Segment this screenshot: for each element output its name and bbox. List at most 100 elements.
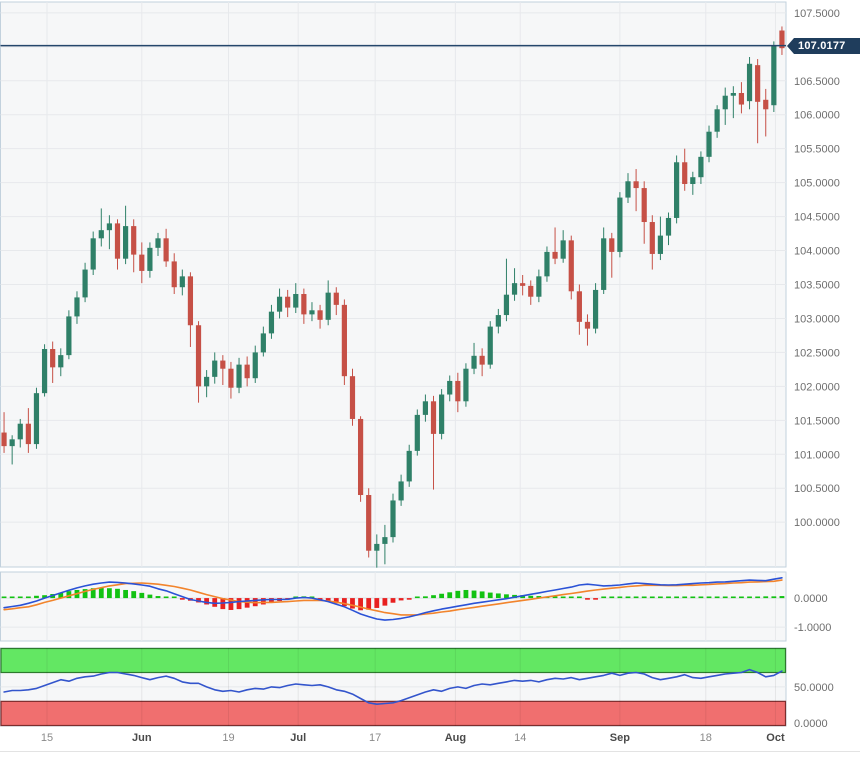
candle-body [730,92,736,96]
candle-body [657,235,664,254]
macd-histogram-bar [682,596,688,599]
time-axis-label: Aug [445,732,466,744]
rsi-panel[interactable] [0,647,787,727]
macd-histogram [1,587,785,611]
price-axis-label: 104.0000 [794,246,840,258]
candle-body [584,321,591,329]
price-axis-label: 107.5000 [794,8,840,20]
candle-body [139,254,145,271]
macd-histogram-bar [414,596,420,599]
macd-histogram-bar [423,596,428,599]
macd-histogram-bar [641,596,647,599]
macd-histogram-bar [771,596,777,599]
macd-histogram-bar [325,598,331,601]
macd-histogram-bar [698,596,704,599]
macd-histogram-bar [763,596,769,599]
macd-histogram-bar [739,596,744,599]
macd-histogram-bar [609,596,615,599]
macd-line [3,576,783,621]
candle-body [114,223,121,259]
macd-histogram-bar [204,598,210,605]
candle-body [698,156,704,178]
candle-body [633,181,639,189]
macd-histogram-bar [568,596,574,599]
candle-body [106,223,112,231]
candle-body [17,423,23,440]
candle-body [66,316,72,356]
candle-body [528,285,534,297]
macd-histogram-bar [163,596,169,599]
macd-histogram-bar [212,598,218,607]
macd-histogram-bar [309,596,315,599]
candle-body [25,423,31,445]
macd-histogram-bar [576,596,582,599]
time-axis-label: 18 [700,732,712,744]
macd-histogram-bar [58,592,64,599]
macd-histogram-bar [1,596,7,599]
macd-histogram-bar [406,598,412,600]
candle-body [536,276,542,297]
bottom-separator [0,751,860,752]
macd-axis-label: -1.0000 [794,622,831,634]
price-axis-label: 103.5000 [794,280,840,292]
macd-histogram-bar [536,596,542,599]
macd-histogram-bar [730,596,736,599]
rsi-axis-label: 50.0000 [794,682,834,694]
candle-body [487,326,493,365]
candle-body [333,292,339,305]
time-axis-label: Jul [290,732,306,744]
candle-body [706,131,712,157]
macd-histogram-bar [779,596,785,599]
macd-histogram-bar [593,598,598,600]
macd-histogram-bar [552,596,558,599]
candle-body [82,269,88,298]
macd-histogram-bar [123,589,128,599]
price-axis-label: 102.5000 [794,347,840,359]
candle-body [722,95,728,110]
macd-histogram-bar [455,590,461,599]
candle-body [414,414,420,451]
rsi-line [3,668,783,706]
candle-body [187,276,194,326]
candle-body [325,292,331,320]
macd-histogram-bar [706,596,712,599]
price-axis-label: 105.5000 [794,144,840,156]
macd-histogram-bar [82,589,88,599]
candle-body [131,226,137,255]
candle-body [171,261,177,288]
macd-panel[interactable] [0,572,787,641]
price-axis-label: 100.0000 [794,517,840,529]
candle-body [568,240,574,292]
candle-body [179,276,185,288]
macd-histogram-bar [98,587,104,599]
candle-body [422,401,429,415]
rsi-axis-label: 0.0000 [794,718,828,730]
macd-histogram-bar [228,598,234,610]
candle-body [366,495,372,551]
macd-histogram-bar [398,598,404,601]
macd-histogram-bar [66,591,72,599]
candle-body [520,283,526,286]
time-axis-label: Jun [132,732,152,744]
price-axis-label: 101.5000 [794,415,840,427]
macd-histogram-bar [341,598,347,607]
macd-histogram-bar [333,598,339,604]
macd-histogram-bar [390,598,396,603]
macd-histogram-bar [649,596,655,599]
macd-histogram-bar [439,593,445,599]
macd-histogram-bar [350,598,355,609]
candle-body [236,364,242,388]
time-axis-label: 14 [514,732,526,744]
price-panel[interactable] [0,2,787,568]
candle-body [779,30,785,49]
candle-body [58,355,64,368]
candle-body [592,289,599,329]
candle-body [9,439,15,447]
candle-body [746,63,753,102]
macd-histogram-bar [131,591,137,599]
time-axis: 15 Jun 19 Jul 17 Aug 14 Sep 18 Oct [41,732,785,744]
macd-histogram-bar [42,595,47,599]
macd-histogram-bar [374,598,380,608]
